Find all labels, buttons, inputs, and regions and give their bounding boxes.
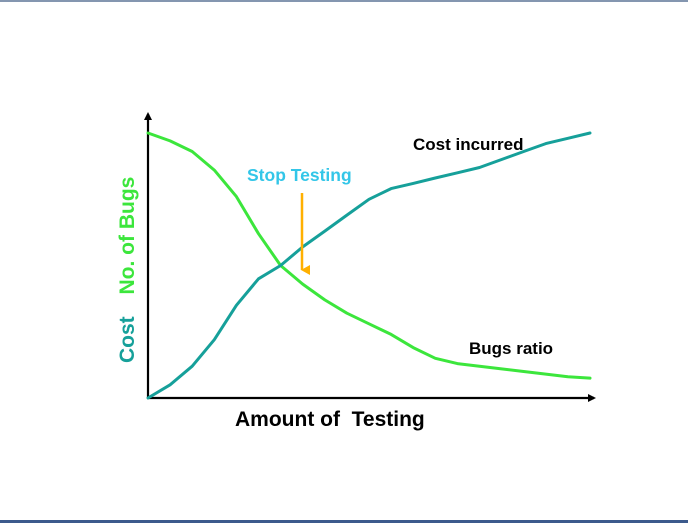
- bugs-ratio-label: Bugs ratio: [469, 339, 553, 358]
- y-label-bugs: No. of Bugs: [116, 177, 139, 295]
- bottom-border: [0, 520, 688, 523]
- cost-incurred-line: [146, 131, 592, 400]
- x-axis-label: Amount of Testing: [235, 408, 425, 431]
- cost-incurred-label: Cost incurred: [413, 135, 524, 154]
- bugs-ratio-line: [146, 131, 592, 380]
- y-axis-labels: Cost No. of Bugs: [116, 177, 139, 363]
- y-axis-label-cost: Cost No. of Bugs: [116, 177, 139, 363]
- y-label-cost: Cost: [116, 316, 139, 363]
- top-border: [0, 0, 688, 2]
- stop-testing-label: Stop Testing: [247, 165, 352, 185]
